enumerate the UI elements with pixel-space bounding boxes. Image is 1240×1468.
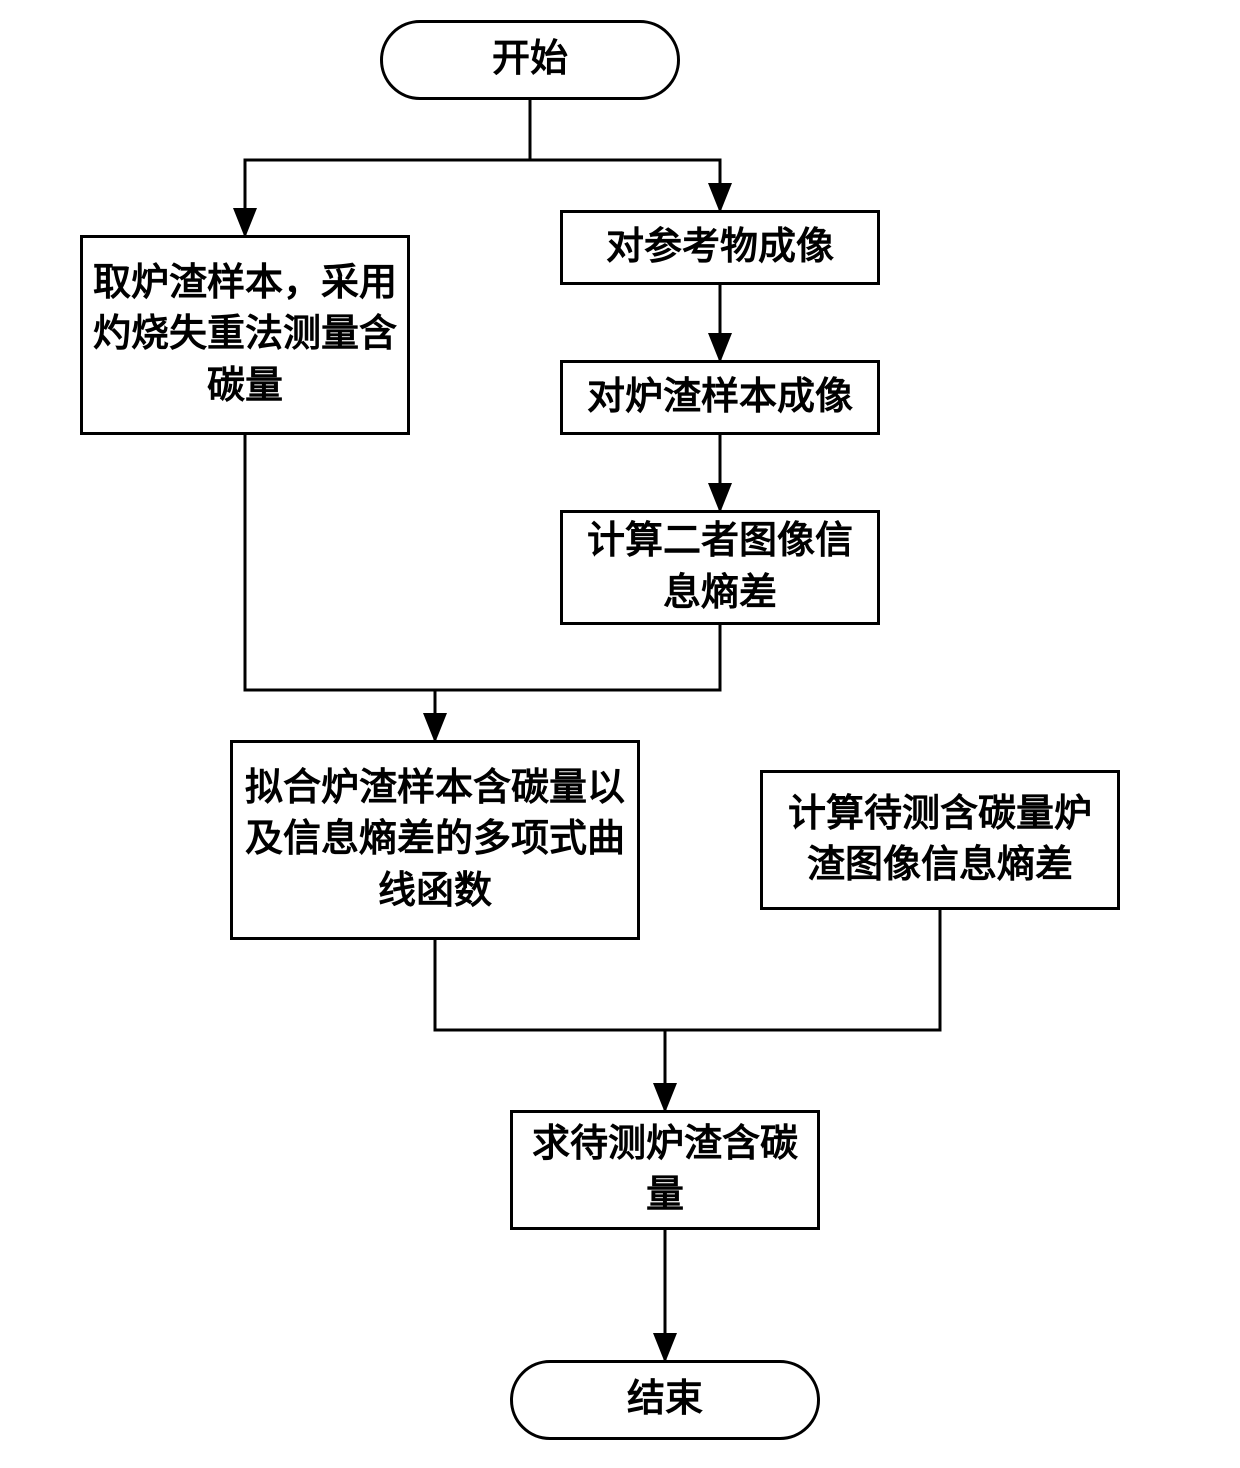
end-label: 结束 [627, 1374, 703, 1425]
edge [245, 435, 435, 740]
edge [435, 940, 665, 1110]
slag-imaging-label: 对炉渣样本成像 [587, 372, 853, 423]
start-node: 开始 [380, 20, 680, 100]
edge [245, 100, 530, 235]
end-node: 结束 [510, 1360, 820, 1440]
start-label: 开始 [492, 34, 568, 85]
entropy-diff-label: 计算二者图像信息熵差 [571, 516, 869, 619]
edge [665, 910, 940, 1030]
calc-test-label: 计算待测含碳量炉渣图像信息熵差 [771, 789, 1109, 892]
edge [530, 100, 720, 210]
calc-test-node: 计算待测含碳量炉渣图像信息熵差 [760, 770, 1120, 910]
ref-imaging-node: 对参考物成像 [560, 210, 880, 285]
solve-label: 求待测炉渣含碳量 [521, 1119, 809, 1222]
sample-label: 取炉渣样本，采用灼烧失重法测量含碳量 [91, 258, 399, 412]
ref-imaging-label: 对参考物成像 [606, 222, 834, 273]
fit-curve-label: 拟合炉渣样本含碳量以及信息熵差的多项式曲线函数 [241, 763, 629, 917]
sample-node: 取炉渣样本，采用灼烧失重法测量含碳量 [80, 235, 410, 435]
slag-imaging-node: 对炉渣样本成像 [560, 360, 880, 435]
solve-node: 求待测炉渣含碳量 [510, 1110, 820, 1230]
entropy-diff-node: 计算二者图像信息熵差 [560, 510, 880, 625]
fit-curve-node: 拟合炉渣样本含碳量以及信息熵差的多项式曲线函数 [230, 740, 640, 940]
edge [435, 625, 720, 690]
